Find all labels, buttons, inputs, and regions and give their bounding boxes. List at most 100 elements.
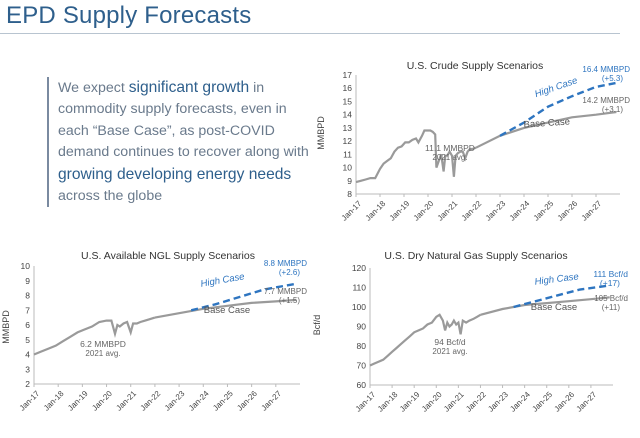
high-case-label: High Case [200,271,246,290]
avg-value: 94 Bcf/d [434,337,465,347]
x-tick-label: Jan-27 [580,199,604,223]
avg-label: 2021 avg. [432,153,467,162]
callout-text: We expect significant growth in commodit… [47,77,318,208]
y-axis-label: MMBPD [1,310,11,344]
x-tick-label: Jan-20 [412,199,436,223]
x-tick-label: Jan-21 [436,199,460,223]
base-case-value: 14.2 MMBPD [582,96,630,105]
callout-highlight-2: growing developing energy needs [58,165,292,183]
high-case-change: (+2.6) [279,268,300,277]
high-case-value: 8.8 MMBPD [264,259,307,268]
x-tick-label: Jan-22 [139,389,163,413]
x-tick-label: Jan-25 [532,199,556,223]
chart-ngl: U.S. Available NGL Supply Scenarios MMBP… [0,248,310,426]
y-tick-label: 3 [25,364,30,374]
high-case-line [513,284,610,309]
x-tick-label: Jan-25 [530,390,554,414]
y-tick-label: 12 [343,136,353,146]
y-axis-label: MMBPD [316,116,326,150]
x-tick-label: Jan-26 [556,199,580,223]
high-case-change: (+5.3) [602,74,623,83]
y-tick-label: 9 [25,276,30,286]
x-tick-label: Jan-26 [235,389,259,413]
high-case-value: 111 Bcf/d [593,269,628,279]
x-tick-label: Jan-17 [340,199,364,223]
chart-title: U.S. Dry Natural Gas Supply Scenarios [384,250,567,262]
high-case-line [499,81,617,137]
avg-value: 6.2 MMBPD [80,339,126,349]
x-tick-label: Jan-20 [420,390,444,414]
high-case-change: (+17) [600,278,620,288]
x-tick-label: Jan-22 [460,199,484,223]
chart-crude: U.S. Crude Supply Scenarios MMBPD 8 9 10 11… [310,58,630,228]
x-tick-label: Jan-17 [354,390,378,414]
y-tick-label: 90 [357,322,367,332]
y-tick-label: 5 [25,335,30,345]
y-tick-label: 11 [343,149,352,159]
x-tick-label: Jan-19 [398,390,422,414]
base-case-change: (+11) [602,303,621,312]
y-tick-label: 110 [352,283,366,293]
high-case-label: High Case [534,271,579,287]
y-tick-label: 60 [357,380,367,390]
base-case-line [154,298,297,319]
y-tick-label: 2 [25,379,30,389]
y-tick-label: 80 [357,341,367,351]
history-line [369,313,482,367]
avg-label: 2021 avg. [432,347,467,356]
y-ticks: 8 9 10 11 12 13 14 15 16 17 [343,70,353,199]
history-line [355,129,477,184]
x-tick-label: Jan-22 [464,390,488,414]
x-tick-label: Jan-27 [260,389,284,413]
y-ticks: 2 3 4 5 6 7 8 9 10 [21,261,31,389]
chart-crude-svg: U.S. Crude Supply Scenarios MMBPD 8 9 10 11… [316,60,630,223]
x-tick-label: Jan-21 [442,390,466,414]
high-case-line [190,282,297,312]
x-tick-label: Jan-26 [553,390,577,414]
x-tick-label: Jan-25 [211,389,235,413]
y-tick-label: 8 [347,189,352,199]
x-tick-label: Jan-18 [42,389,66,413]
base-case-change: (+1.5) [279,296,300,305]
base-case-line [480,296,610,316]
base-case-label: Base Case [531,302,577,313]
x-tick-label: Jan-17 [18,389,42,413]
x-ticks: Jan-17Jan-18Jan-19Jan-20Jan-21Jan-22Jan-… [354,385,599,414]
x-tick-label: Jan-23 [484,199,508,223]
x-tick-label: Jan-24 [508,390,532,414]
y-tick-label: 6 [25,320,30,330]
y-tick-label: 70 [357,361,367,371]
y-tick-label: 7 [25,305,30,315]
chart-title: U.S. Crude Supply Scenarios [407,60,544,72]
y-tick-label: 13 [343,123,353,133]
avg-label: 2021 avg. [85,349,120,358]
history-line [33,316,156,356]
x-tick-label: Jan-21 [114,389,138,413]
x-tick-label: Jan-24 [508,199,532,223]
x-tick-label: Jan-24 [187,389,211,413]
x-tick-label: Jan-20 [90,389,114,413]
y-tick-label: 4 [25,350,30,360]
y-axis-label: Bcf/d [312,315,322,336]
chart-gas: U.S. Dry Natural Gas Supply Scenarios Bc… [310,248,630,426]
y-tick-label: 14 [343,110,353,120]
avg-value: 11.1 MMBPD [425,143,475,153]
title-divider [0,33,620,34]
x-tick-label: Jan-27 [575,390,599,414]
y-tick-label: 120 [352,263,366,273]
base-case-change: (+3.1) [602,105,623,114]
x-tick-label: Jan-23 [163,389,187,413]
y-tick-label: 100 [352,302,366,312]
callout-highlight-1: significant growth [128,79,250,96]
y-tick-label: 17 [343,70,353,80]
x-tick-label: Jan-19 [66,389,90,413]
y-tick-label: 8 [25,291,30,301]
base-case-value: 105 Bcf/d [594,294,628,303]
callout-text-part-2: in commodity supply forecasts, even in e… [58,80,309,161]
y-tick-label: 9 [347,176,352,186]
callout-text-part-3: across the globe [58,188,163,205]
base-case-value: 7.7 MMBPD [264,287,307,296]
chart-ngl-svg: U.S. Available NGL Supply Scenarios MMBP… [1,250,307,413]
